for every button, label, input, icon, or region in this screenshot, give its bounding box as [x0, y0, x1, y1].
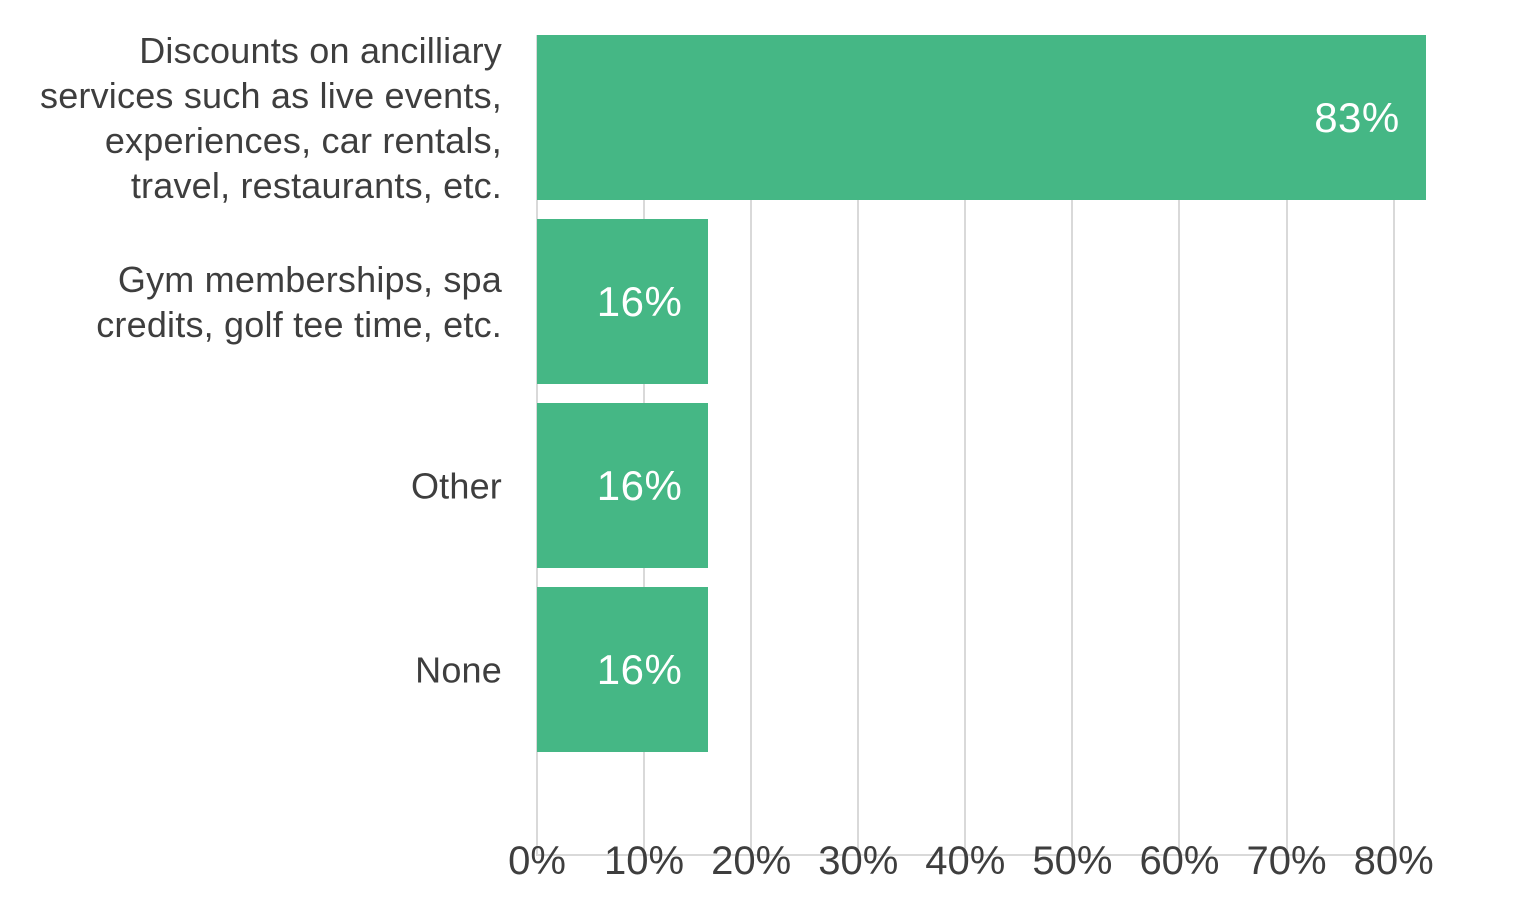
- x-tick-label: 20%: [711, 839, 792, 883]
- category-label: None: [0, 647, 502, 692]
- x-tick-label: 10%: [604, 839, 685, 883]
- category-label-line: credits, golf tee time, etc.: [96, 303, 502, 345]
- bar-value-label: 16%: [596, 461, 683, 509]
- x-tick-label: 60%: [1139, 839, 1220, 883]
- bar: 16%: [537, 219, 709, 384]
- bar-value-label: 16%: [596, 277, 683, 325]
- x-axis: 0% 10% 20% 30% 40% 50% 60% 70% 80%: [508, 838, 1490, 884]
- gridline: [964, 35, 967, 856]
- bar-value-label: 83%: [1314, 93, 1400, 141]
- bar-value-label: 16%: [596, 645, 683, 693]
- gridline: [1071, 35, 1074, 856]
- bar: 83%: [537, 35, 1426, 200]
- bar: 16%: [537, 403, 709, 568]
- category-labels: Discounts on ancilliary services such as …: [0, 30, 502, 856]
- x-tick-label: 50%: [1032, 839, 1113, 883]
- category-label-line: services such as live events,: [40, 74, 502, 116]
- category-label: Gym memberships, spa credits, golf tee ti…: [0, 257, 502, 347]
- category-label-line: Discounts on ancilliary: [139, 29, 502, 71]
- gridline: [857, 35, 860, 856]
- x-tick-label: 0%: [508, 839, 566, 883]
- x-tick-label: 80%: [1353, 839, 1434, 883]
- category-label-line: Other: [410, 465, 502, 506]
- gridline: [1178, 35, 1181, 856]
- category-label-line: experiences, car rentals,: [104, 119, 502, 161]
- category-label: Discounts on ancilliary services such as …: [0, 28, 502, 208]
- category-label-line: Gym memberships, spa: [117, 258, 502, 300]
- x-axis-line: [537, 854, 1394, 856]
- gridline: [1285, 35, 1288, 856]
- x-tick-label: 30%: [818, 839, 899, 883]
- gridline: [1392, 35, 1395, 856]
- category-label: Other: [0, 463, 502, 508]
- bar: 16%: [537, 587, 709, 752]
- plot-area: 83% 16% 16% 16%: [536, 35, 1490, 856]
- gridline: [750, 35, 753, 856]
- x-tick-label: 70%: [1246, 839, 1327, 883]
- category-label-line: None: [415, 649, 502, 690]
- category-label-line: travel, restaurants, etc.: [130, 164, 502, 206]
- x-tick-label: 40%: [925, 839, 1006, 883]
